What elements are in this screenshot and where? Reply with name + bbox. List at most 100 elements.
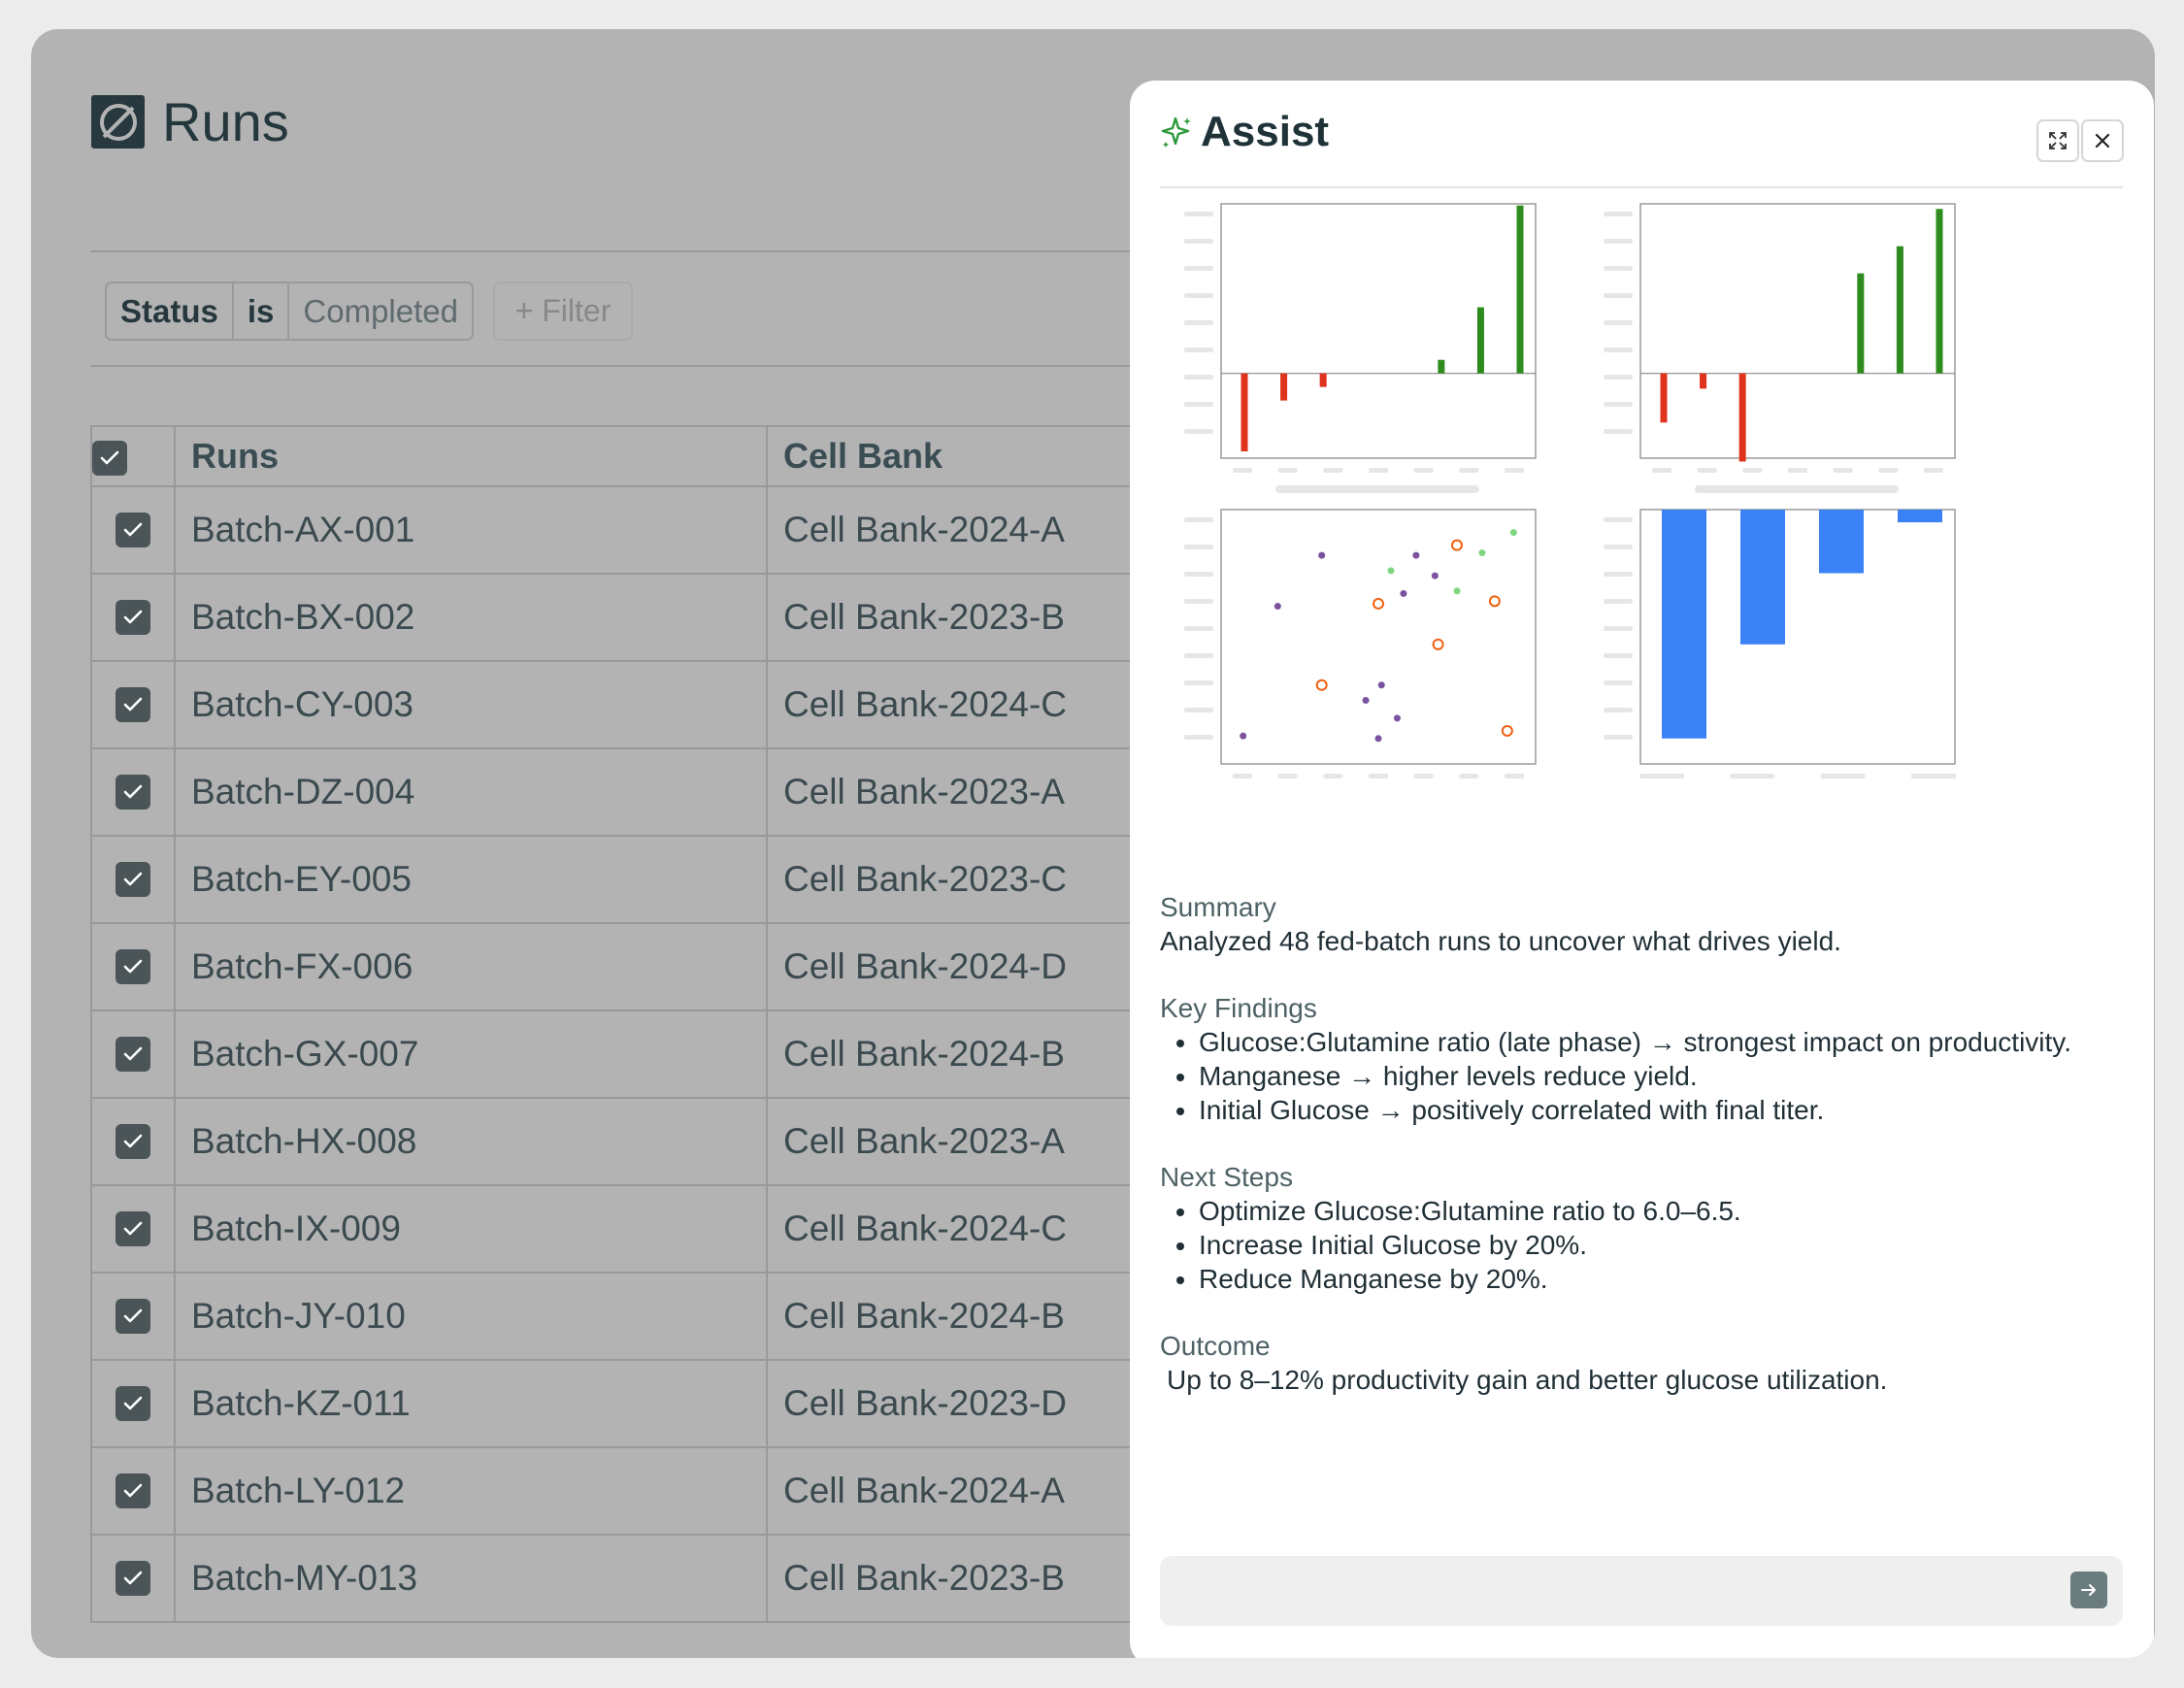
app-window: Runs Status is Completed + Filter Runs C… (31, 29, 2155, 1658)
list-item: Initial Glucose → positively correlated … (1199, 1093, 2121, 1127)
column-header-cell-bank[interactable]: Cell Bank (766, 425, 1150, 487)
run-name-cell[interactable]: Batch-MY-013 (174, 1534, 768, 1623)
table-row[interactable]: Batch-DZ-004 Cell Bank-2023-A (90, 747, 1150, 837)
table-row[interactable]: Batch-HX-008 Cell Bank-2023-A (90, 1097, 1150, 1186)
assist-title: Assist (1201, 108, 1330, 155)
row-checkbox-cell[interactable] (90, 1009, 176, 1099)
y-tick-placeholder (1184, 599, 1213, 604)
scatter-point (1387, 567, 1395, 575)
row-checkbox[interactable] (116, 775, 150, 810)
table-row[interactable]: Batch-FX-006 Cell Bank-2024-D (90, 922, 1150, 1011)
select-all-cell[interactable] (90, 425, 176, 487)
filter-chip[interactable]: Status is Completed (105, 281, 474, 341)
row-checkbox-cell[interactable] (90, 835, 176, 924)
row-checkbox[interactable] (116, 600, 150, 635)
bar (1819, 510, 1864, 574)
bar (1936, 209, 1943, 374)
row-checkbox[interactable] (116, 862, 150, 897)
table-row[interactable]: Batch-JY-010 Cell Bank-2024-B (90, 1272, 1150, 1361)
row-checkbox[interactable] (116, 949, 150, 984)
table-row[interactable]: Batch-AX-001 Cell Bank-2024-A (90, 485, 1150, 575)
filter-field[interactable]: Status (120, 293, 218, 329)
table-row[interactable]: Batch-GX-007 Cell Bank-2024-B (90, 1009, 1150, 1099)
y-tick-placeholder (1604, 626, 1633, 631)
run-name-cell[interactable]: Batch-AX-001 (174, 485, 768, 575)
run-name-cell[interactable]: Batch-KZ-011 (174, 1359, 768, 1448)
y-tick-placeholder (1184, 653, 1213, 658)
row-checkbox[interactable] (116, 1561, 150, 1596)
run-name-cell[interactable]: Batch-LY-012 (174, 1446, 768, 1536)
select-all-checkbox[interactable] (92, 441, 127, 477)
assist-summary: Summary Analyzed 48 fed-batch runs to un… (1160, 890, 2121, 1430)
run-name-cell[interactable]: Batch-FX-006 (174, 922, 768, 1011)
y-tick-placeholder (1184, 517, 1213, 522)
bar (1476, 307, 1484, 374)
filter-value[interactable]: Completed (287, 283, 472, 339)
bar (1280, 373, 1288, 401)
row-checkbox-cell[interactable] (90, 1184, 176, 1274)
run-name-cell[interactable]: Batch-CY-003 (174, 660, 768, 749)
row-checkbox-cell[interactable] (90, 660, 176, 749)
cell-bank-cell: Cell Bank-2024-B (766, 1272, 1150, 1361)
run-name-cell[interactable]: Batch-IX-009 (174, 1184, 768, 1274)
x-tick-placeholder (1323, 468, 1343, 473)
run-name-cell[interactable]: Batch-HX-008 (174, 1097, 768, 1186)
row-checkbox[interactable] (116, 1386, 150, 1421)
row-checkbox-cell[interactable] (90, 922, 176, 1011)
outcome-label: Outcome (1160, 1331, 1271, 1361)
expand-button[interactable] (2036, 119, 2079, 162)
cell-bank-cell: Cell Bank-2023-B (766, 573, 1150, 662)
table-row[interactable]: Batch-MY-013 Cell Bank-2023-B (90, 1534, 1150, 1623)
chart-frame (1220, 509, 1537, 765)
row-checkbox[interactable] (116, 1211, 150, 1246)
row-checkbox[interactable] (116, 1473, 150, 1508)
run-name-cell[interactable]: Batch-BX-002 (174, 573, 768, 662)
scatter-point (1315, 679, 1328, 691)
row-checkbox[interactable] (116, 687, 150, 722)
cell-bank-cell: Cell Bank-2024-D (766, 922, 1150, 1011)
row-checkbox-cell[interactable] (90, 1359, 176, 1448)
row-checkbox-cell[interactable] (90, 573, 176, 662)
table-row[interactable]: Batch-EY-005 Cell Bank-2023-C (90, 835, 1150, 924)
arrow-right-icon (2081, 1584, 2096, 1596)
row-checkbox[interactable] (116, 513, 150, 547)
row-checkbox-cell[interactable] (90, 1272, 176, 1361)
next-steps-label: Next Steps (1160, 1162, 1293, 1192)
row-checkbox[interactable] (116, 1037, 150, 1072)
scatter-point (1240, 732, 1247, 740)
column-header-runs[interactable]: Runs (174, 425, 768, 487)
y-tick-placeholder (1604, 293, 1633, 298)
row-checkbox-cell[interactable] (90, 1097, 176, 1186)
table-row[interactable]: Batch-LY-012 Cell Bank-2024-A (90, 1446, 1150, 1536)
chat-input[interactable] (1179, 1570, 2018, 1614)
table-row[interactable]: Batch-BX-002 Cell Bank-2023-B (90, 573, 1150, 662)
row-checkbox-cell[interactable] (90, 747, 176, 837)
row-checkbox[interactable] (116, 1299, 150, 1334)
bar (1898, 510, 1942, 523)
table-row[interactable]: Batch-CY-003 Cell Bank-2024-C (90, 660, 1150, 749)
x-tick-placeholder (1505, 774, 1524, 778)
row-checkbox-cell[interactable] (90, 1534, 176, 1623)
y-tick-placeholder (1184, 402, 1213, 407)
run-name-cell[interactable]: Batch-DZ-004 (174, 747, 768, 837)
x-tick-placeholder (1505, 468, 1524, 473)
run-name-cell[interactable]: Batch-GX-007 (174, 1009, 768, 1099)
row-checkbox-cell[interactable] (90, 1446, 176, 1536)
close-button[interactable] (2081, 119, 2124, 162)
table-row[interactable]: Batch-KZ-011 Cell Bank-2023-D (90, 1359, 1150, 1448)
next-steps-list: Optimize Glucose:Glutamine ratio to 6.0–… (1160, 1194, 2121, 1296)
send-button[interactable] (2070, 1572, 2107, 1608)
row-checkbox-cell[interactable] (90, 485, 176, 575)
filter-operator[interactable]: is (231, 283, 288, 339)
run-name-cell[interactable]: Batch-EY-005 (174, 835, 768, 924)
y-tick-placeholder (1604, 212, 1633, 216)
scatter-point (1432, 638, 1444, 650)
add-filter-button[interactable]: + Filter (493, 281, 633, 341)
page-header: Runs (90, 90, 289, 153)
scatter-point (1373, 597, 1384, 610)
x-tick-placeholder (1639, 774, 1684, 778)
table-row[interactable]: Batch-IX-009 Cell Bank-2024-C (90, 1184, 1150, 1274)
assist-panel: Assist Summary Analyzed 48 fed-batch run… (1130, 81, 2154, 1658)
row-checkbox[interactable] (116, 1124, 150, 1159)
run-name-cell[interactable]: Batch-JY-010 (174, 1272, 768, 1361)
